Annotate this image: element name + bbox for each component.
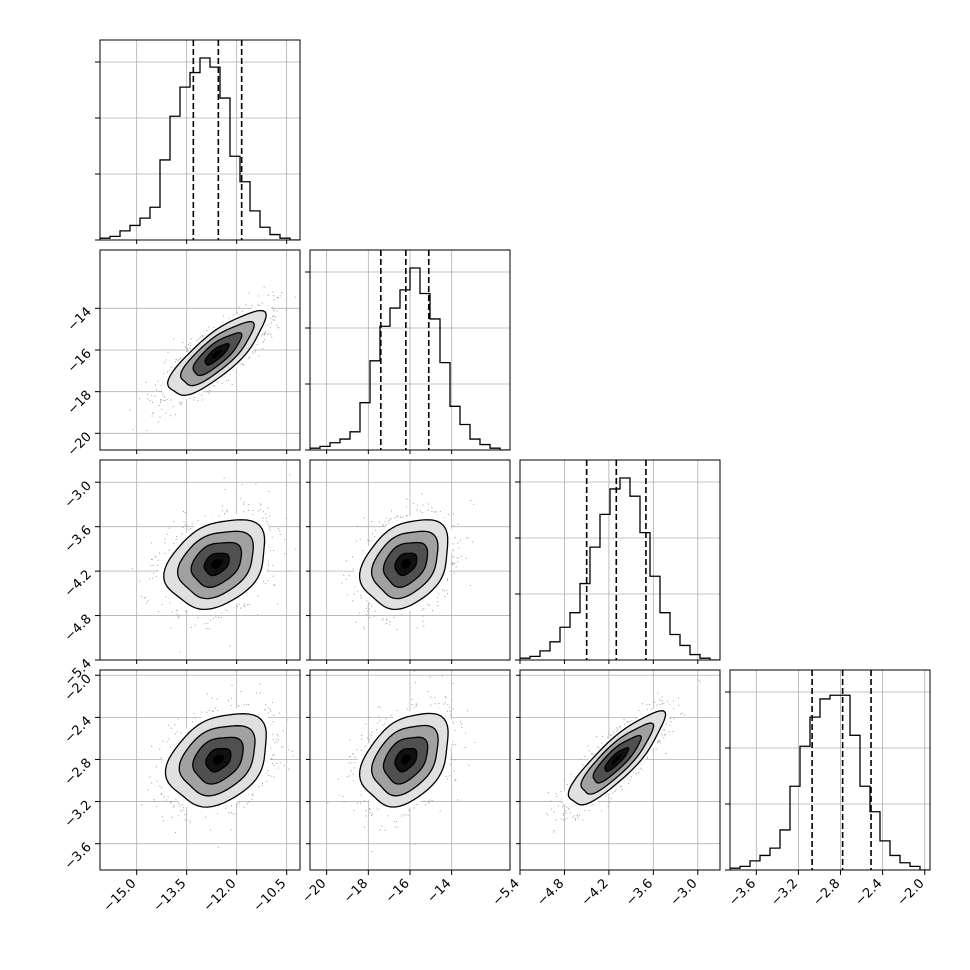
x-tick-label: −13.5	[151, 876, 190, 915]
density-peak	[611, 754, 622, 765]
contour-line	[580, 722, 655, 795]
contour-line	[163, 519, 266, 611]
contour-line	[382, 736, 429, 785]
panel-frame	[519, 669, 721, 871]
histogram-step	[100, 57, 300, 240]
x-tick-label: −3.2	[768, 876, 801, 909]
panel-frame	[99, 669, 301, 871]
contour-line	[203, 552, 230, 577]
contour-line	[192, 332, 243, 377]
histogram-panel-0	[95, 39, 301, 241]
y-tick-label: −3.6	[62, 523, 95, 556]
contour-line	[176, 530, 254, 600]
histogram-step	[730, 694, 930, 870]
contour-line	[370, 530, 439, 600]
y-tick-label: −2.8	[62, 756, 95, 789]
y-tick-label: −2.4	[62, 714, 95, 747]
x-tick-label: −10.5	[251, 876, 290, 915]
x-tick-label: −2.4	[853, 876, 886, 909]
contour-line	[592, 734, 642, 784]
y-tick-label: −3.2	[62, 798, 95, 831]
panel-frame	[99, 39, 301, 241]
histogram-panel-3	[725, 669, 931, 871]
density-peak	[211, 559, 223, 569]
histogram-panel-2	[515, 459, 721, 661]
x-tick-label: −3.0	[668, 876, 701, 909]
contour-line	[394, 747, 418, 773]
scatter-panel-2-1	[309, 459, 511, 661]
panel-frame	[519, 459, 721, 661]
x-tick-label: −4.8	[534, 876, 567, 909]
density-peak	[401, 754, 411, 765]
contour-line	[164, 713, 267, 808]
density-peak	[212, 754, 224, 765]
y-tick-label: −20	[65, 430, 95, 460]
contour-line	[567, 710, 667, 806]
x-tick-label: −14	[424, 876, 454, 906]
contour-line	[604, 747, 630, 773]
contour-line	[382, 541, 429, 588]
x-tick-label: −18	[341, 876, 371, 906]
panel-frame	[99, 459, 301, 661]
x-tick-label: −3.6	[623, 876, 656, 909]
contour-line	[192, 736, 244, 785]
y-tick-label: −14	[65, 305, 95, 335]
contour-line	[371, 724, 439, 797]
x-tick-label: −20	[299, 876, 329, 906]
x-tick-label: −2.8	[810, 876, 843, 909]
contour-line	[358, 519, 449, 611]
contour-line	[394, 552, 418, 577]
scatter-panel-3-0	[99, 669, 301, 871]
y-tick-label: −3.6	[62, 840, 95, 873]
x-tick-label: −16	[383, 876, 413, 906]
x-tick-label: −5.4	[490, 876, 523, 909]
x-tick-label: −12.0	[201, 876, 240, 915]
y-tick-label: −4.8	[62, 612, 95, 645]
contour-line	[166, 309, 267, 397]
y-tick-label: −4.2	[62, 567, 95, 600]
scatter-panel-2-0	[99, 459, 301, 661]
density-peak	[401, 559, 411, 569]
scatter-panel-1-0	[99, 249, 301, 451]
y-tick-label: −3.0	[62, 478, 95, 511]
x-tick-label: −2.0	[895, 876, 928, 909]
histogram-step	[310, 267, 510, 450]
scatter-panel-3-2	[519, 669, 721, 871]
y-tick-label: −18	[65, 388, 95, 418]
panel-frame	[729, 669, 931, 871]
contour-line	[204, 343, 230, 366]
contour-line	[358, 712, 449, 808]
contour-line	[178, 725, 256, 797]
x-tick-label: −4.2	[579, 876, 612, 909]
x-tick-label: −15.0	[101, 876, 140, 915]
scatter-panel-3-1	[309, 669, 511, 871]
y-tick-label: −16	[65, 346, 95, 376]
density-peak	[211, 349, 223, 359]
x-tick-label: −3.6	[726, 876, 759, 909]
contour-line	[190, 541, 243, 588]
histogram-panel-1	[305, 249, 511, 451]
contour-line	[179, 321, 255, 387]
histogram-step	[520, 477, 720, 660]
contour-line	[205, 747, 232, 773]
